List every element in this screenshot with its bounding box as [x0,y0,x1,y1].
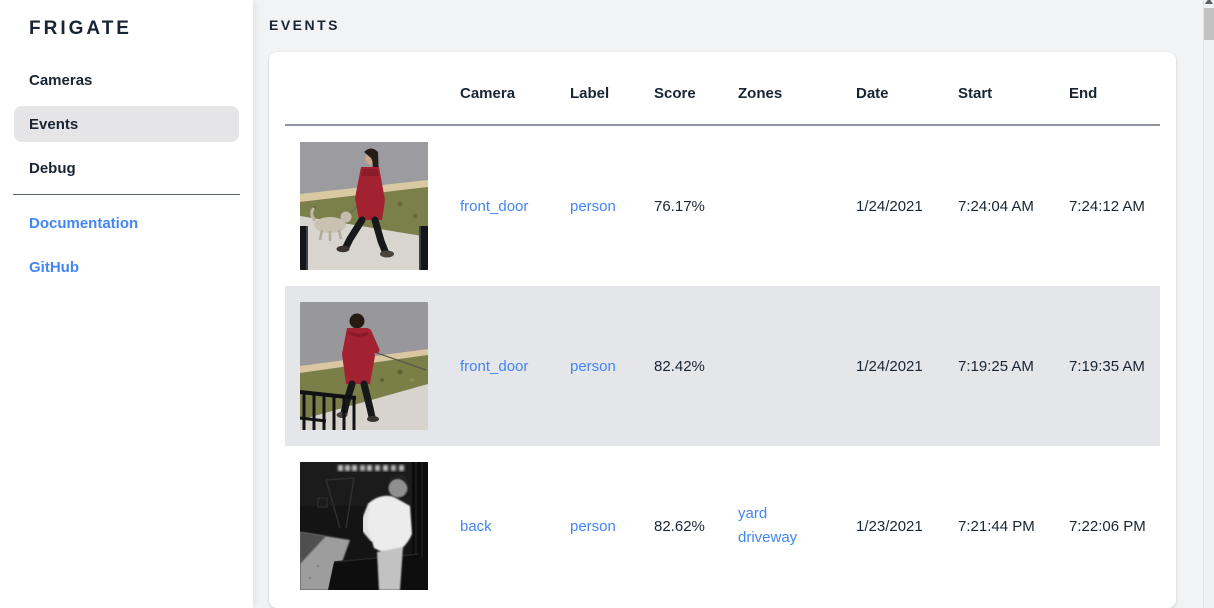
event-thumbnail-image[interactable] [300,302,428,430]
thumbnail-cell [285,302,460,430]
zones-cell: yard driveway [738,502,856,550]
column-header-camera: Camera [460,84,516,102]
end-cell: 7:22:06 PM [1069,517,1146,535]
sidebar-divider [13,194,240,195]
vertical-scrollbar[interactable] [1203,0,1214,608]
sidebar: FRIGATE Cameras Events Debug Documentati… [0,0,253,608]
event-thumbnail-image[interactable] [300,462,428,590]
thumbnail-cell [285,462,460,590]
end-cell: 7:19:35 AM [1069,357,1145,375]
label-link[interactable]: person [570,357,616,375]
sidebar-link-label: Documentation [29,214,139,232]
column-header-score: Score [654,84,696,102]
sidebar-item-debug[interactable]: Debug [14,150,239,186]
camera-link[interactable]: back [460,517,492,535]
camera-link[interactable]: front_door [460,357,529,375]
column-header-start: Start [958,84,993,102]
start-cell: 7:24:04 AM [958,197,1034,215]
start-cell: 7:19:25 AM [958,357,1034,375]
sidebar-link-label: GitHub [29,258,79,276]
camera-link[interactable]: front_door [460,197,529,215]
label-link[interactable]: person [570,517,616,535]
scrollbar-thumb[interactable] [1204,8,1214,40]
column-header-zones: Zones [738,84,783,102]
sidebar-item-events[interactable]: Events [14,106,239,142]
end-cell: 7:24:12 AM [1069,197,1145,215]
column-header-date: Date [856,84,889,102]
score-cell: 82.42% [654,357,705,375]
label-cell: person [570,518,654,535]
start-cell: 7:21:44 PM [958,517,1035,535]
sidebar-link-documentation[interactable]: Documentation [14,205,239,241]
score-cell: 82.62% [654,517,705,535]
event-row[interactable]: back person 82.62% yard driveway 1/23/20… [285,446,1160,606]
events-card: Camera Label Score Zones Date Start End [269,52,1176,608]
scrollbar-up-arrow-icon[interactable] [1205,0,1213,4]
main-content: EVENTS Camera Label Score Zones Date Sta… [253,0,1214,608]
score-cell: 76.17% [654,197,705,215]
date-cell: 1/24/2021 [856,197,923,215]
app-logo: FRIGATE [29,18,132,39]
event-thumbnail-image[interactable] [300,142,428,270]
zone-link[interactable]: driveway [738,529,798,546]
camera-cell: front_door [460,198,570,215]
date-cell: 1/24/2021 [856,357,923,375]
column-header-label: Label [570,84,610,102]
date-cell: 1/23/2021 [856,517,923,535]
column-header-end: End [1069,84,1098,102]
page-title: EVENTS [269,17,341,33]
zone-link[interactable]: yard [738,505,768,522]
label-cell: person [570,358,654,375]
camera-cell: front_door [460,358,570,375]
camera-cell: back [460,518,570,535]
sidebar-item-label: Cameras [29,71,93,89]
sidebar-item-cameras[interactable]: Cameras [14,62,239,98]
event-row[interactable]: front_door person 76.17% 1/24/2021 7:24:… [285,126,1160,286]
thumbnail-cell [285,142,460,270]
sidebar-link-github[interactable]: GitHub [14,249,239,285]
sidebar-item-label: Events [29,115,79,133]
event-row[interactable]: front_door person 82.42% 1/24/2021 7:19:… [285,286,1160,446]
label-link[interactable]: person [570,197,616,215]
sidebar-item-label: Debug [29,159,76,177]
events-table-header: Camera Label Score Zones Date Start End [285,52,1160,126]
sidebar-nav: Cameras Events Debug Documentation GitHu… [0,62,253,285]
label-cell: person [570,198,654,215]
